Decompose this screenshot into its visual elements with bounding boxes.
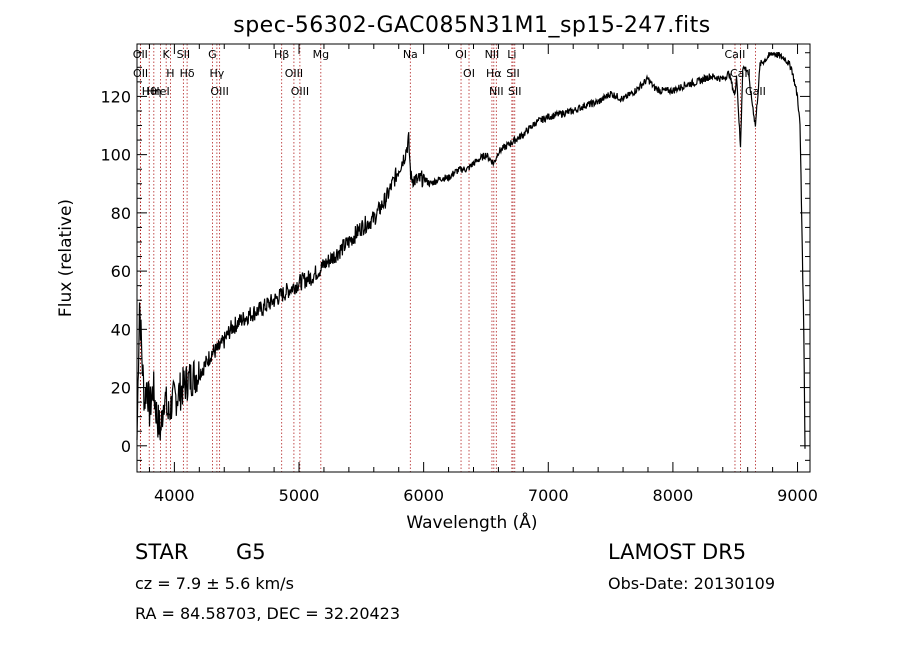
spectral-line-label: Hθ (142, 85, 157, 98)
x-tick-label: 9000 (777, 486, 818, 505)
plot-frame (136, 43, 811, 473)
y-tick-label: 40 (111, 320, 131, 339)
spectral-line-label: NII (485, 48, 500, 61)
spectral-line-label: Mg (313, 48, 329, 61)
y-tick-label: 60 (111, 262, 131, 281)
spectral-line-label: HeI (151, 85, 169, 98)
spectral-line-label: OIII (285, 67, 303, 80)
spectral-line-label: Na (403, 48, 418, 61)
spectral-line-label: CaII (745, 85, 766, 98)
x-tick-label: 6000 (403, 486, 444, 505)
spectrum-line (136, 51, 806, 449)
x-tick-label: 4000 (154, 486, 195, 505)
y-axis-label: Flux (relative) (56, 199, 76, 317)
spectral-line-label: OI (463, 67, 475, 80)
spectral-line-label: G (208, 48, 217, 61)
spectral-line-label: Hδ (180, 67, 195, 80)
spectral-line-label: Hγ (209, 67, 224, 80)
survey-label: LAMOST DR5 (608, 540, 746, 564)
x-tick-label: 5000 (279, 486, 320, 505)
spectral-line-label: K (163, 48, 171, 61)
object-class-label: STAR (135, 540, 188, 564)
chart-title: spec-56302-GAC085N31M1_sp15-247.fits (233, 13, 711, 38)
y-tick-label: 20 (111, 379, 131, 398)
x-tick-label: 8000 (653, 486, 694, 505)
spectral-line-label: Hη (146, 85, 161, 98)
spectral-line-label: OII (133, 48, 148, 61)
x-axis-ticks: 4000 5000 6000 7000 8000 9000 (148, 44, 818, 505)
obs-date-label: Obs-Date: 20130109 (608, 574, 775, 593)
spectral-lines-layer (139, 44, 756, 472)
x-axis-label: Wavelength (Å) (406, 511, 537, 533)
spectral-line-label: NII (489, 85, 504, 98)
redshift-label: cz = 7.9 ± 5.6 km/s (135, 574, 294, 593)
object-subclass-label: G5 (236, 540, 266, 564)
spectral-line-label: Hβ (274, 48, 289, 61)
y-tick-label: 0 (121, 437, 131, 456)
spectral-line-label: OIII (291, 85, 309, 98)
coordinates-label: RA = 84.58703, DEC = 32.20423 (135, 604, 400, 623)
y-tick-label: 80 (111, 204, 131, 223)
spectral-line-label: SII (506, 67, 519, 80)
spectral-line-label: OIII (210, 85, 228, 98)
spectral-line-label: CaII (725, 48, 746, 61)
spectral-line-label: SII (508, 85, 521, 98)
spectral-line-label: OI (455, 48, 467, 61)
x-tick-label: 7000 (528, 486, 569, 505)
y-tick-label: 100 (100, 146, 131, 165)
spectral-line-label: OII (133, 67, 148, 80)
spectral-line-label: SII (177, 48, 190, 61)
y-axis-ticks: 0 20 40 60 80 100 120 (100, 52, 810, 461)
spectral-line-label: H (166, 67, 174, 80)
y-tick-label: 120 (100, 87, 131, 106)
spectral-line-label: Li (507, 48, 516, 61)
spectral-line-label: Hα (486, 67, 502, 80)
